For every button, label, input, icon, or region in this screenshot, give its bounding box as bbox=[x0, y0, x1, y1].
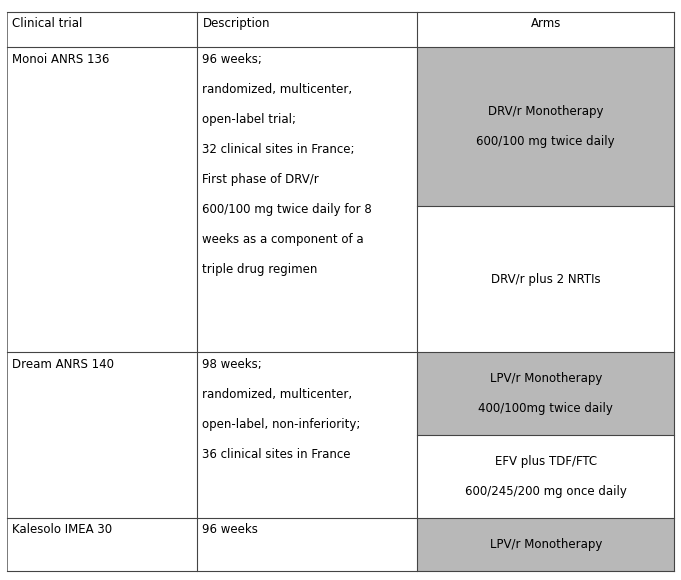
Bar bbox=[417, 517, 674, 571]
Text: DRV/r Monotherapy

600/100 mg twice daily: DRV/r Monotherapy 600/100 mg twice daily bbox=[477, 105, 615, 148]
Text: EFV plus TDF/FTC

600/245/200 mg once daily: EFV plus TDF/FTC 600/245/200 mg once dai… bbox=[464, 455, 627, 498]
Bar bbox=[7, 517, 417, 571]
Bar bbox=[417, 206, 674, 353]
Text: Dream ANRS 140: Dream ANRS 140 bbox=[12, 358, 114, 371]
Text: DRV/r plus 2 NRTIs: DRV/r plus 2 NRTIs bbox=[491, 273, 601, 286]
Text: Clinical trial: Clinical trial bbox=[12, 17, 82, 30]
Text: 96 weeks: 96 weeks bbox=[202, 523, 258, 536]
Bar bbox=[417, 435, 674, 517]
Text: Description: Description bbox=[202, 17, 270, 30]
Bar bbox=[7, 353, 417, 517]
Bar bbox=[417, 353, 674, 435]
Text: Kalesolo IMEA 30: Kalesolo IMEA 30 bbox=[12, 523, 112, 536]
Text: Arms: Arms bbox=[530, 17, 561, 30]
Text: LPV/r Monotherapy

400/100mg twice daily: LPV/r Monotherapy 400/100mg twice daily bbox=[478, 372, 613, 415]
Text: LPV/r Monotherapy: LPV/r Monotherapy bbox=[490, 538, 602, 551]
Bar bbox=[417, 48, 674, 206]
Text: 96 weeks;

randomized, multicenter,

open-label trial;

32 clinical sites in Fra: 96 weeks; randomized, multicenter, open-… bbox=[202, 53, 373, 276]
Text: 98 weeks;

randomized, multicenter,

open-label, non-inferiority;

36 clinical s: 98 weeks; randomized, multicenter, open-… bbox=[202, 358, 361, 461]
Text: Monoi ANRS 136: Monoi ANRS 136 bbox=[12, 53, 110, 66]
Bar bbox=[7, 48, 417, 353]
